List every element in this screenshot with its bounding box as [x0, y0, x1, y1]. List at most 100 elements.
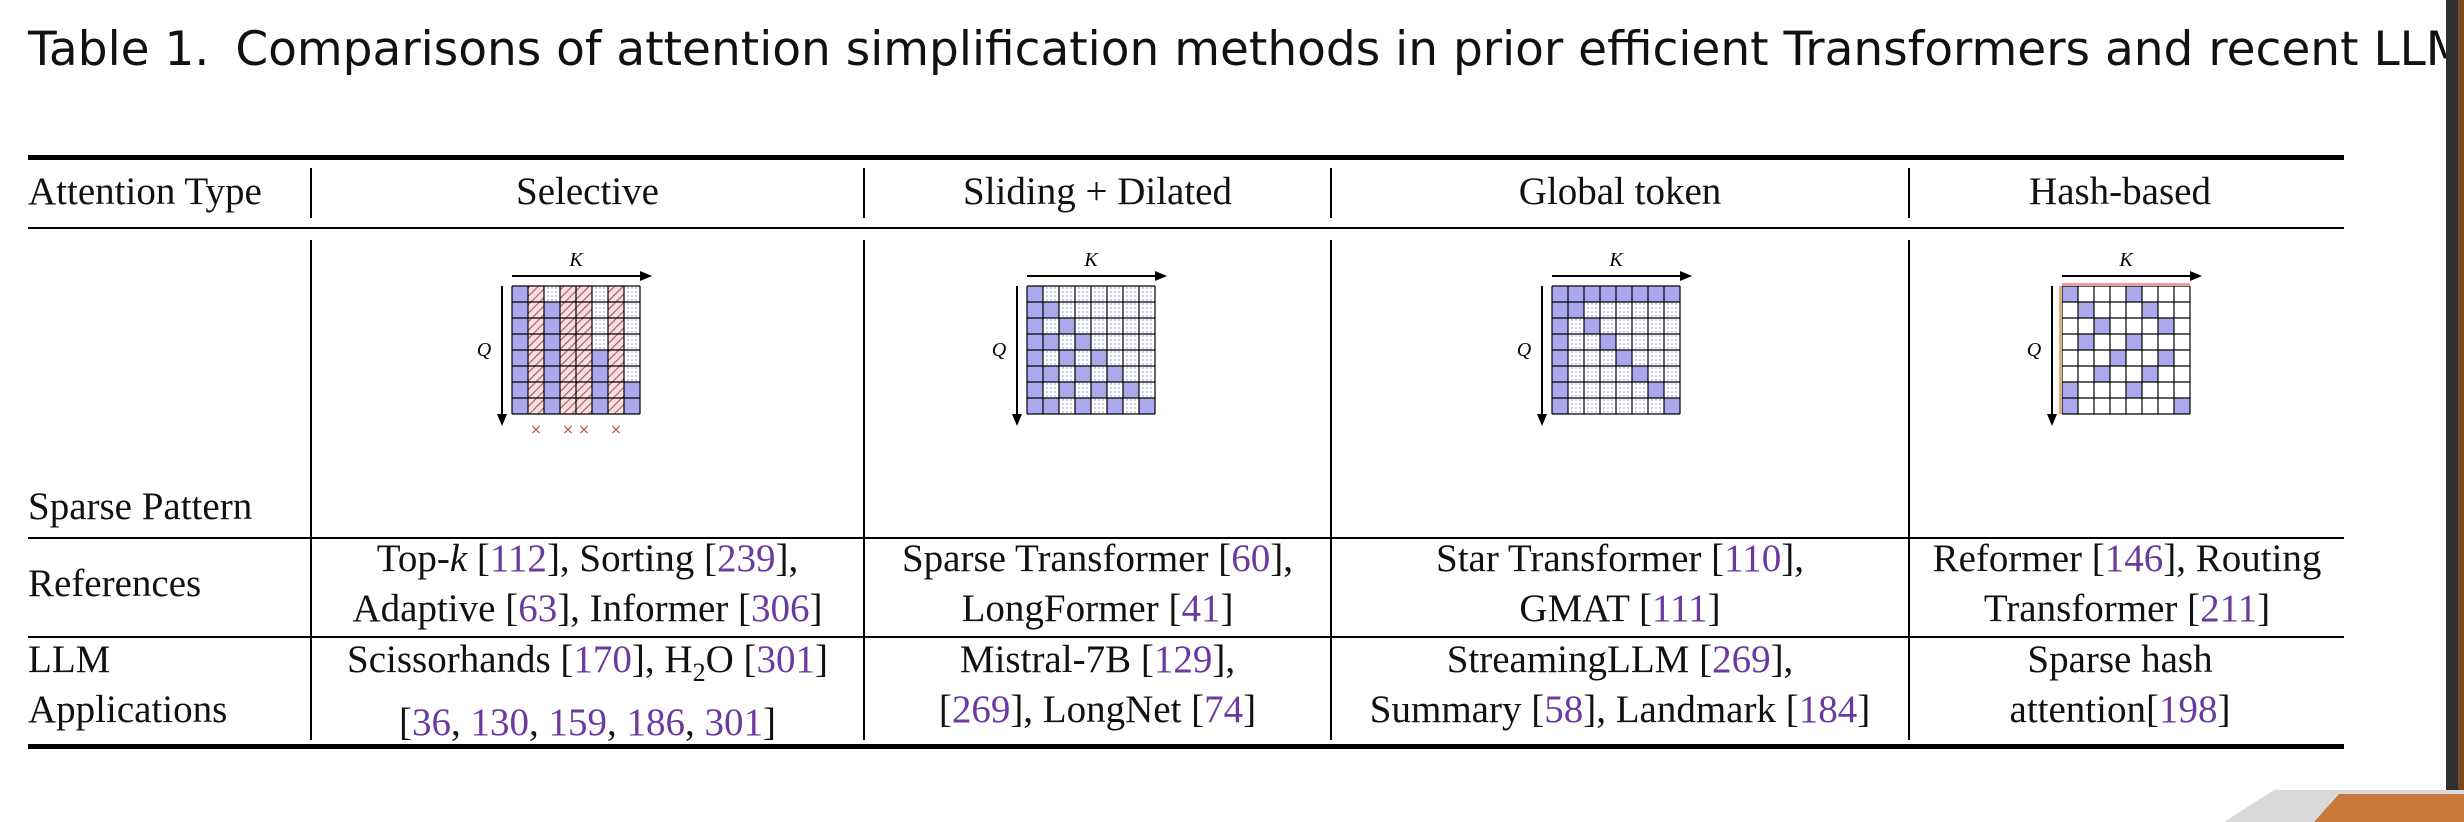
- references-global-line1: Star Transformer [110],: [1436, 537, 1804, 580]
- attention-cell: [1616, 334, 1632, 350]
- citation-link[interactable]: 301: [704, 700, 764, 744]
- llm-sliding: Mistral-7B [129], [269], LongNet [74]: [865, 635, 1330, 735]
- attention-cell: [512, 350, 528, 366]
- attention-cell: [2094, 382, 2110, 398]
- attention-cell: [592, 366, 608, 382]
- attention-cell: [592, 382, 608, 398]
- dropped-column-marker: ×: [530, 422, 542, 438]
- attention-cell: [2142, 286, 2158, 302]
- attention-cell: [1648, 350, 1664, 366]
- col-divider: [1908, 240, 1910, 740]
- attention-cell: [608, 286, 624, 302]
- header-rule: [28, 227, 2344, 229]
- q-axis-arrowhead: [1012, 414, 1022, 426]
- attention-cell: [1568, 398, 1584, 414]
- references-hash-line2: Transformer [211]: [1983, 587, 2271, 630]
- citation-link[interactable]: 111: [1651, 587, 1708, 630]
- citation-link[interactable]: 60: [1231, 537, 1271, 580]
- attention-cell: [1043, 318, 1059, 334]
- dropped-column-marker: ×: [610, 422, 622, 438]
- llm-hash-line2: attention[198]: [2009, 688, 2231, 731]
- attention-cell: [2142, 302, 2158, 318]
- llm-label-line2: Applications: [28, 688, 228, 731]
- attention-cell: [2158, 334, 2174, 350]
- references-label: References: [28, 562, 202, 605]
- attention-cell: [1664, 350, 1680, 366]
- attention-cell: [1552, 334, 1568, 350]
- attention-cell: [2142, 318, 2158, 334]
- attention-cell: [1123, 334, 1139, 350]
- attention-cell: [2062, 302, 2078, 318]
- attention-cell: [560, 286, 576, 302]
- citation-link[interactable]: 110: [1724, 537, 1782, 580]
- citation-link[interactable]: 198: [2158, 688, 2218, 731]
- citation-link[interactable]: 239: [717, 537, 776, 580]
- references-selective-line2: Adaptive [63], Informer [306]: [352, 587, 823, 630]
- llm-applications-label: LLM Applications: [28, 635, 227, 735]
- attention-cell: [2062, 318, 2078, 334]
- header-hash-based: Hash-based: [2029, 170, 2211, 213]
- citation-link[interactable]: 211: [2200, 587, 2258, 630]
- citation-link[interactable]: 74: [1204, 688, 1244, 731]
- header-selective: Selective: [516, 170, 659, 213]
- attention-cell: [1107, 366, 1123, 382]
- attention-cell: [544, 350, 560, 366]
- attention-cell: [2062, 350, 2078, 366]
- citation-link[interactable]: 112: [489, 537, 547, 580]
- table-caption: Table 1. Comparisons of attention simplif…: [28, 14, 2464, 86]
- citation-link[interactable]: 159: [548, 700, 608, 744]
- attention-cell: [1568, 350, 1584, 366]
- attention-cell: [2110, 286, 2126, 302]
- attention-cell: [1600, 286, 1616, 302]
- k-axis-arrowhead: [1155, 271, 1167, 281]
- citation-link[interactable]: 269: [951, 688, 1011, 731]
- k-axis-arrowhead: [1680, 271, 1692, 281]
- attention-cell: [1043, 398, 1059, 414]
- attention-cell: [1107, 334, 1123, 350]
- citation-link[interactable]: 63: [518, 587, 558, 630]
- llm-sliding-line1: Mistral-7B [129],: [959, 638, 1236, 681]
- attention-cell: [1648, 286, 1664, 302]
- attention-cell: [1107, 382, 1123, 398]
- attention-cell: [1091, 334, 1107, 350]
- attention-cell: [544, 318, 560, 334]
- attention-cell: [1123, 398, 1139, 414]
- citation-link[interactable]: 301: [756, 638, 815, 681]
- attention-cell: [1632, 286, 1648, 302]
- attention-cell: [512, 302, 528, 318]
- attention-cell: [1632, 334, 1648, 350]
- attention-cell: [2126, 382, 2142, 398]
- attention-cell: [1123, 382, 1139, 398]
- attention-cell: [1552, 302, 1568, 318]
- bottom-rule: [28, 744, 2344, 749]
- attention-cell: [1139, 366, 1155, 382]
- attention-cell: [1616, 286, 1632, 302]
- sparse-pattern-label: Sparse Pattern: [28, 485, 253, 528]
- attention-cell: [576, 382, 592, 398]
- attention-cell: [1648, 318, 1664, 334]
- attention-cell: [2094, 350, 2110, 366]
- attention-cell: [1552, 398, 1568, 414]
- attention-cell: [1027, 350, 1043, 366]
- attention-cell: [1584, 334, 1600, 350]
- citation-link[interactable]: 186: [626, 700, 686, 744]
- citation-link[interactable]: 146: [2104, 537, 2164, 580]
- citation-link[interactable]: 58: [1544, 688, 1584, 731]
- citation-link[interactable]: 41: [1181, 587, 1221, 630]
- citation-link[interactable]: 170: [573, 638, 632, 681]
- col-divider: [1330, 240, 1332, 740]
- attention-cell: [1616, 350, 1632, 366]
- citation-link[interactable]: 269: [1712, 638, 1771, 681]
- attention-cell: [2174, 366, 2190, 382]
- citation-link[interactable]: 130: [470, 700, 530, 744]
- q-axis-label: Q: [2027, 339, 2042, 361]
- attention-cell: [1043, 350, 1059, 366]
- col-divider: [863, 240, 865, 740]
- citation-link[interactable]: 306: [751, 587, 810, 630]
- citation-link[interactable]: 36: [412, 700, 451, 744]
- citation-link[interactable]: 129: [1153, 638, 1213, 681]
- citation-link[interactable]: 184: [1798, 688, 1858, 731]
- attention-cell: [1043, 302, 1059, 318]
- attention-cell: [512, 318, 528, 334]
- attention-cell: [1664, 398, 1680, 414]
